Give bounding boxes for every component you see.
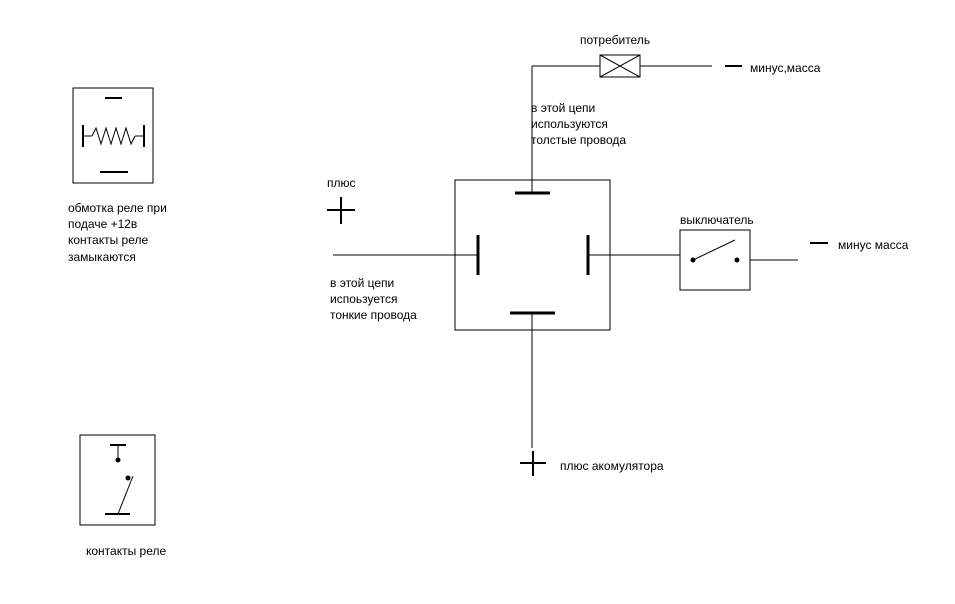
label-coil-caption: обмотка реле при подаче +12в контакты ре… [68, 200, 167, 265]
coil-zigzag [92, 128, 135, 144]
switch-arm [693, 240, 735, 260]
label-plus: плюс [327, 175, 356, 191]
contacts-arm [118, 476, 133, 514]
label-thin-wires: в этой цепи испоьзуется тонкие провода [330, 275, 417, 324]
schematic-canvas [0, 0, 955, 604]
label-minus-right: минус масса [838, 237, 908, 253]
label-contacts-caption: контакты реле [86, 543, 166, 559]
label-thick-wires: в этой цепи используются толстые провода [531, 100, 626, 149]
label-switch: выключатель [680, 212, 754, 228]
switch-node-right [735, 258, 739, 262]
label-plus-battery: плюс акомулятора [560, 458, 664, 474]
label-minus-top: минус,масса [750, 60, 820, 76]
contacts-node-mid [126, 476, 130, 480]
label-consumer: потребитель [580, 32, 650, 48]
